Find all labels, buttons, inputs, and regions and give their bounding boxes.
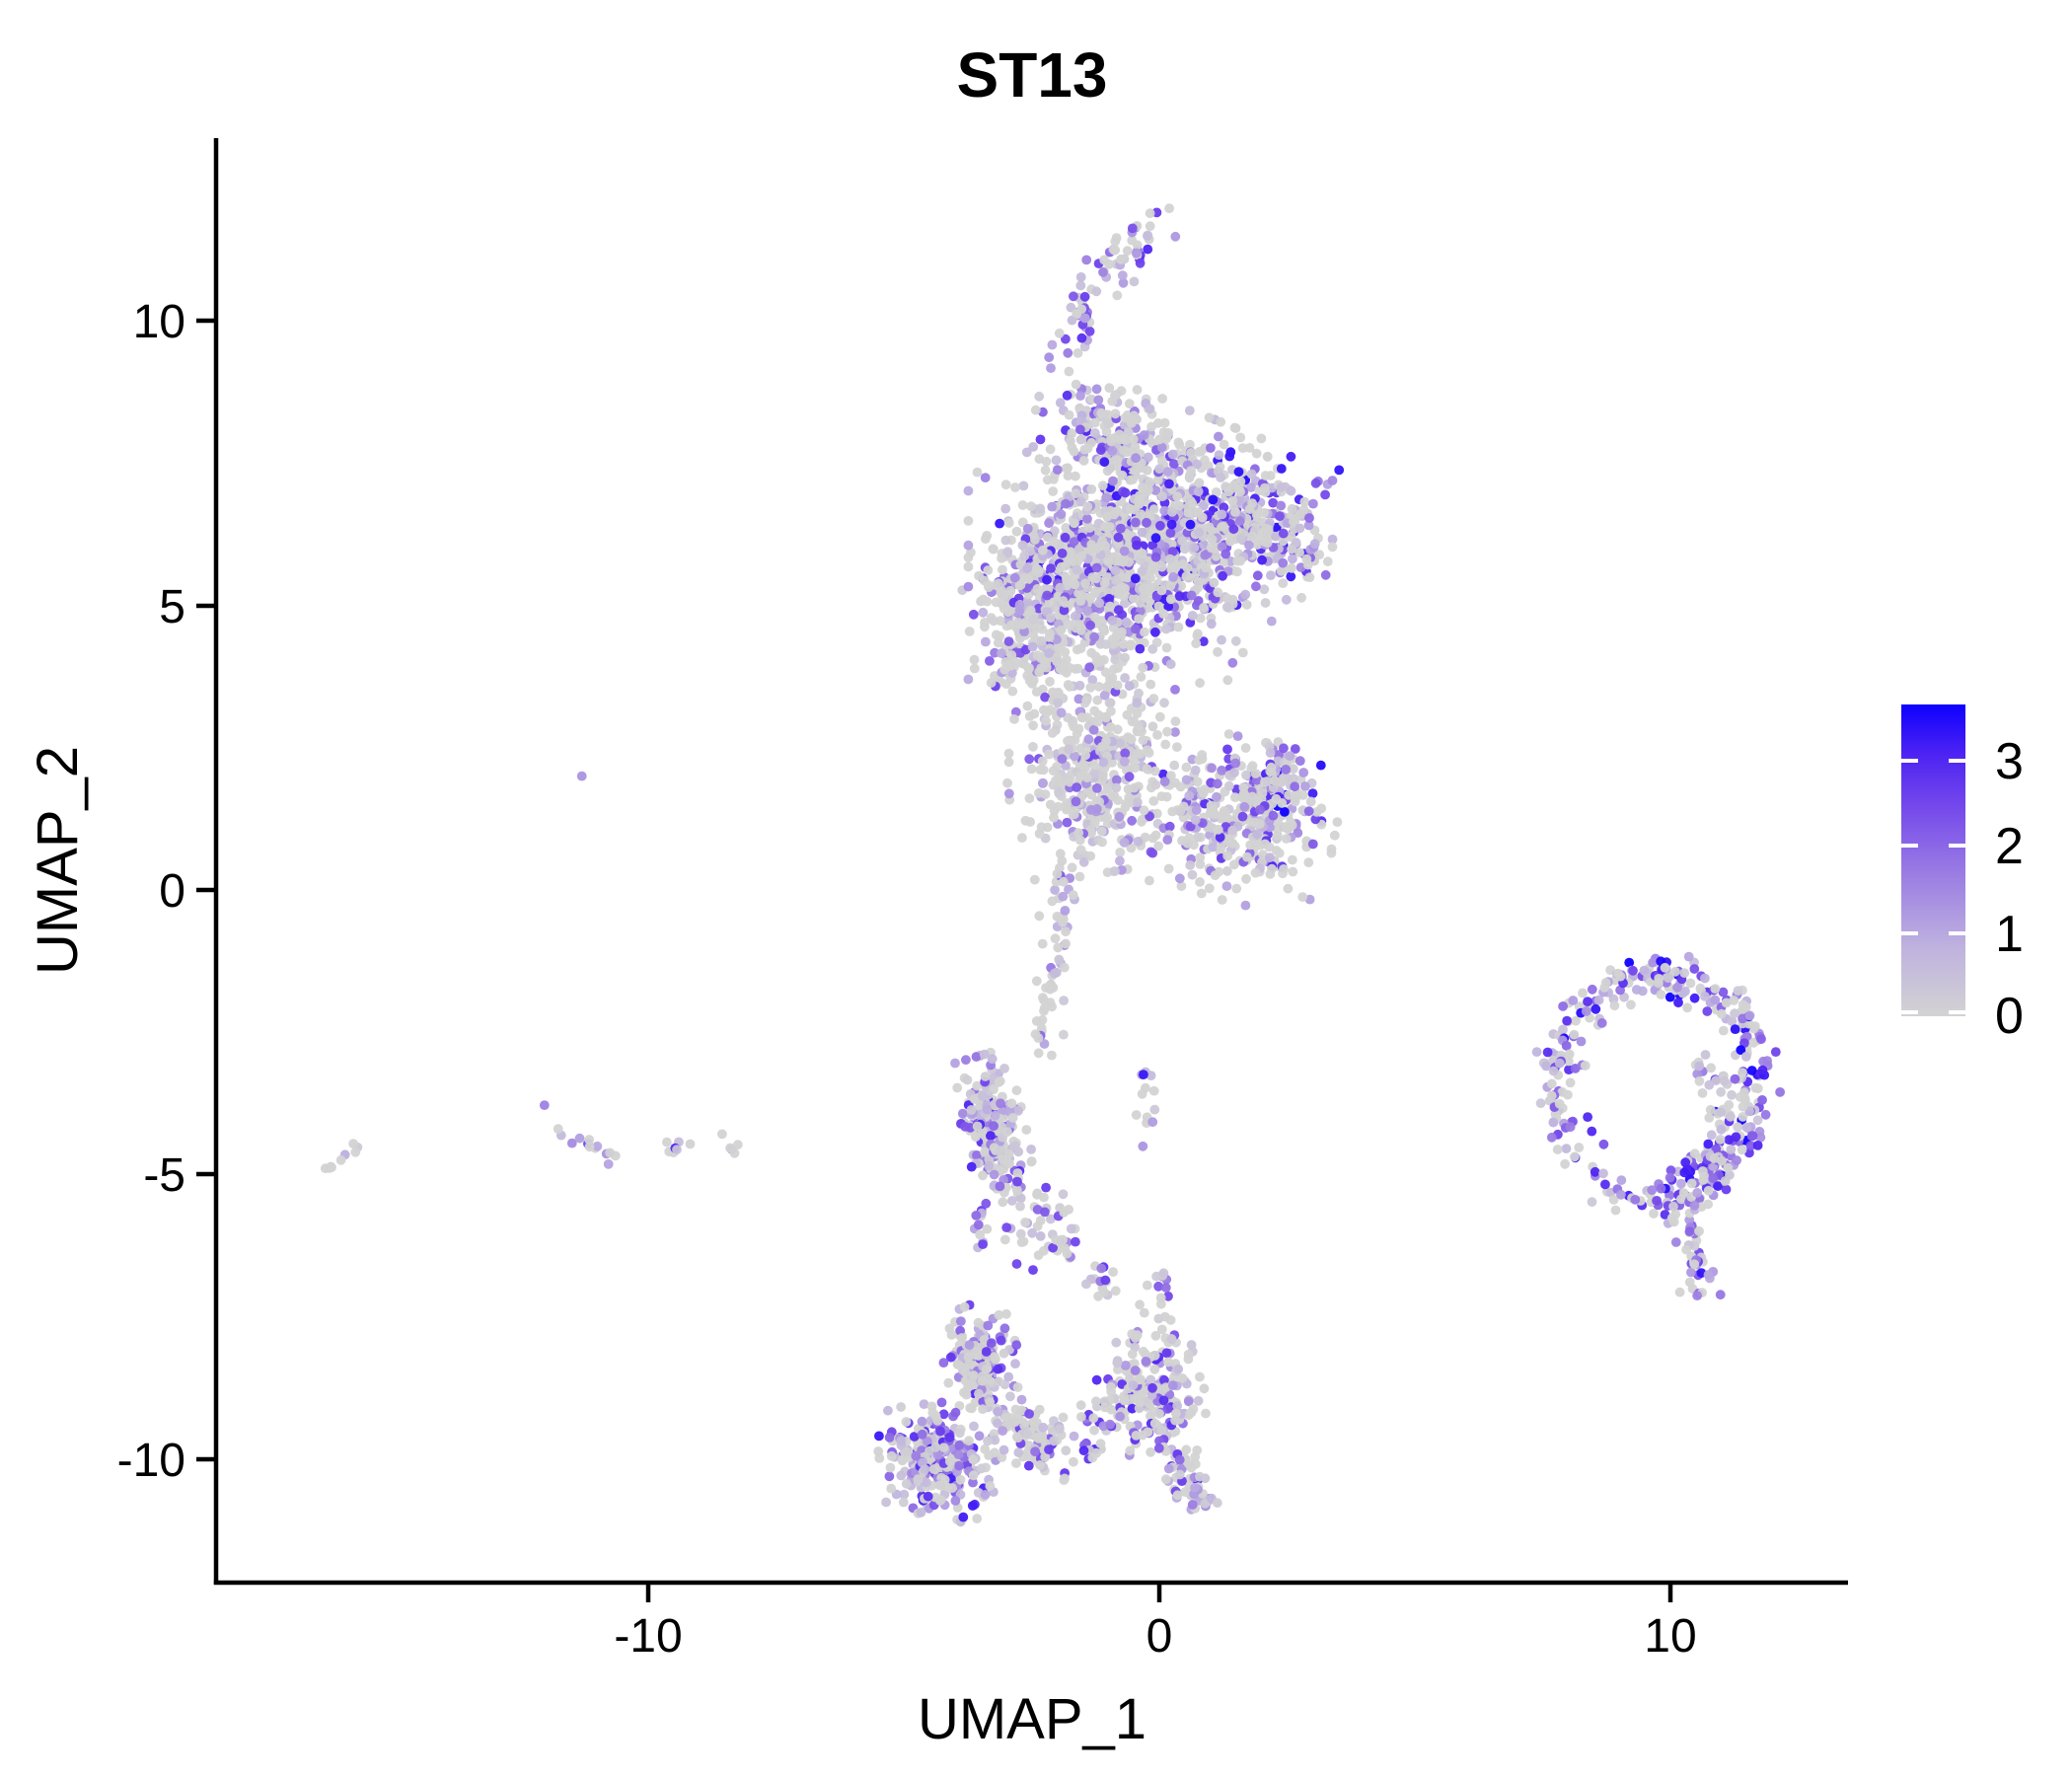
x-axis-ticks [645, 1585, 1673, 1602]
legend-label-0: 0 [1995, 988, 2024, 1045]
y-tick-10: 10 [133, 296, 185, 348]
y-axis-tick-labels: 10 5 0 -5 -10 [117, 296, 185, 1487]
y-axis-ticks [196, 318, 214, 1462]
legend-label-3: 3 [1995, 733, 2024, 790]
legend-colorbar: 3 2 1 0 [1901, 704, 2024, 1045]
x-tick-0: 0 [1147, 1610, 1173, 1663]
x-tick-10: 10 [1644, 1610, 1696, 1663]
legend-tick-marks [1901, 759, 1965, 1014]
y-tick-5: 5 [159, 581, 185, 633]
legend-label-1: 1 [1995, 906, 2024, 963]
y-tick-0: 0 [159, 865, 185, 918]
legend-label-2: 2 [1995, 818, 2024, 875]
y-tick--5: -5 [143, 1149, 185, 1202]
page-title: ST13 [957, 39, 1108, 111]
x-axis-tick-labels: -10 0 10 [614, 1610, 1696, 1663]
legend-tick-labels: 3 2 1 0 [1995, 733, 2024, 1045]
y-tick--10: -10 [117, 1435, 185, 1487]
legend-gradient-bar [1901, 704, 1965, 1016]
x-tick--10: -10 [614, 1610, 682, 1663]
y-axis-title: UMAP_2 [26, 746, 90, 975]
x-axis-title: UMAP_1 [918, 1687, 1147, 1751]
umap-points-layer [320, 203, 1785, 1527]
